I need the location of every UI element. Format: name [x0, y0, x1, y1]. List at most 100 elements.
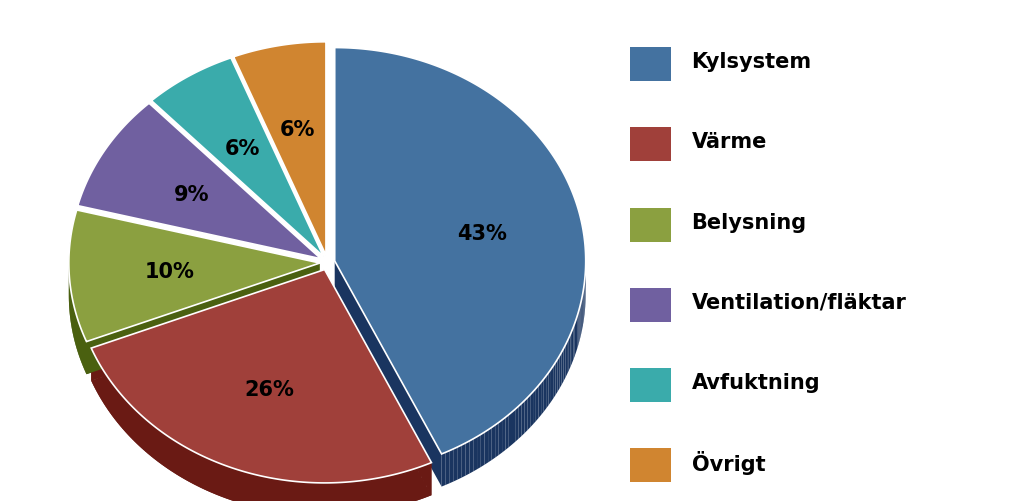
Polygon shape: [450, 449, 454, 483]
Polygon shape: [151, 59, 323, 257]
Polygon shape: [336, 482, 339, 501]
Text: Övrigt: Övrigt: [692, 450, 765, 474]
Polygon shape: [211, 460, 214, 493]
Polygon shape: [314, 483, 317, 501]
Polygon shape: [132, 406, 134, 441]
Polygon shape: [194, 452, 196, 485]
Polygon shape: [516, 406, 519, 442]
Polygon shape: [275, 479, 278, 501]
Polygon shape: [470, 439, 474, 473]
Polygon shape: [169, 437, 172, 471]
Polygon shape: [572, 327, 573, 364]
Polygon shape: [350, 481, 352, 501]
Polygon shape: [249, 473, 252, 501]
Polygon shape: [141, 415, 143, 449]
Polygon shape: [99, 363, 100, 398]
Polygon shape: [421, 465, 424, 499]
Polygon shape: [541, 379, 543, 415]
Polygon shape: [298, 481, 300, 501]
Polygon shape: [182, 445, 185, 479]
Polygon shape: [411, 469, 413, 501]
Polygon shape: [143, 417, 144, 451]
Polygon shape: [536, 386, 538, 421]
Polygon shape: [94, 355, 95, 390]
Polygon shape: [78, 104, 321, 259]
Polygon shape: [154, 427, 157, 461]
Polygon shape: [567, 338, 569, 374]
Polygon shape: [551, 366, 553, 402]
Polygon shape: [127, 401, 128, 435]
Polygon shape: [163, 433, 165, 467]
Polygon shape: [303, 482, 306, 501]
Polygon shape: [393, 474, 396, 501]
Polygon shape: [418, 466, 421, 500]
Polygon shape: [117, 390, 119, 424]
Polygon shape: [174, 440, 176, 474]
Polygon shape: [543, 376, 546, 412]
Polygon shape: [122, 395, 124, 430]
Polygon shape: [533, 389, 536, 424]
Polygon shape: [255, 474, 257, 501]
Text: Kylsystem: Kylsystem: [692, 52, 811, 72]
Polygon shape: [495, 423, 498, 458]
Polygon shape: [100, 365, 101, 400]
Polygon shape: [295, 481, 298, 501]
Polygon shape: [319, 483, 322, 501]
Polygon shape: [176, 441, 178, 475]
Polygon shape: [383, 477, 385, 501]
Polygon shape: [358, 481, 360, 501]
Polygon shape: [252, 474, 255, 501]
Polygon shape: [498, 420, 502, 455]
Polygon shape: [558, 356, 560, 392]
Polygon shape: [327, 483, 330, 501]
Polygon shape: [317, 483, 319, 501]
Polygon shape: [525, 398, 528, 433]
Polygon shape: [159, 430, 161, 464]
Polygon shape: [228, 466, 231, 500]
Polygon shape: [92, 351, 93, 385]
Polygon shape: [508, 412, 512, 447]
Polygon shape: [311, 482, 314, 501]
Polygon shape: [465, 441, 470, 475]
Polygon shape: [130, 404, 132, 439]
Polygon shape: [560, 352, 562, 388]
Polygon shape: [427, 463, 429, 497]
Polygon shape: [191, 451, 194, 484]
Text: Belysning: Belysning: [692, 212, 807, 232]
Polygon shape: [209, 459, 211, 492]
Polygon shape: [300, 482, 303, 501]
Polygon shape: [368, 479, 371, 501]
Text: 26%: 26%: [244, 379, 294, 399]
Polygon shape: [576, 316, 577, 353]
Polygon shape: [492, 425, 495, 460]
Polygon shape: [119, 391, 120, 426]
Polygon shape: [512, 409, 516, 445]
Polygon shape: [566, 342, 567, 378]
Polygon shape: [363, 480, 366, 501]
Polygon shape: [488, 427, 492, 462]
Polygon shape: [144, 418, 146, 453]
Polygon shape: [109, 380, 110, 414]
Polygon shape: [270, 478, 273, 501]
Polygon shape: [221, 464, 223, 497]
Polygon shape: [124, 397, 125, 432]
Polygon shape: [105, 374, 106, 408]
Polygon shape: [104, 372, 105, 406]
Polygon shape: [477, 434, 481, 469]
Polygon shape: [342, 482, 344, 501]
Polygon shape: [106, 376, 108, 410]
Polygon shape: [502, 417, 505, 452]
Polygon shape: [189, 449, 191, 483]
Polygon shape: [281, 480, 283, 501]
Polygon shape: [137, 412, 139, 446]
Polygon shape: [408, 470, 411, 501]
Polygon shape: [120, 393, 122, 428]
Polygon shape: [548, 370, 551, 405]
Polygon shape: [260, 475, 262, 501]
Polygon shape: [454, 447, 457, 481]
Polygon shape: [562, 349, 564, 385]
Polygon shape: [69, 210, 320, 342]
Polygon shape: [172, 439, 174, 472]
Polygon shape: [233, 43, 326, 256]
Polygon shape: [380, 477, 383, 501]
